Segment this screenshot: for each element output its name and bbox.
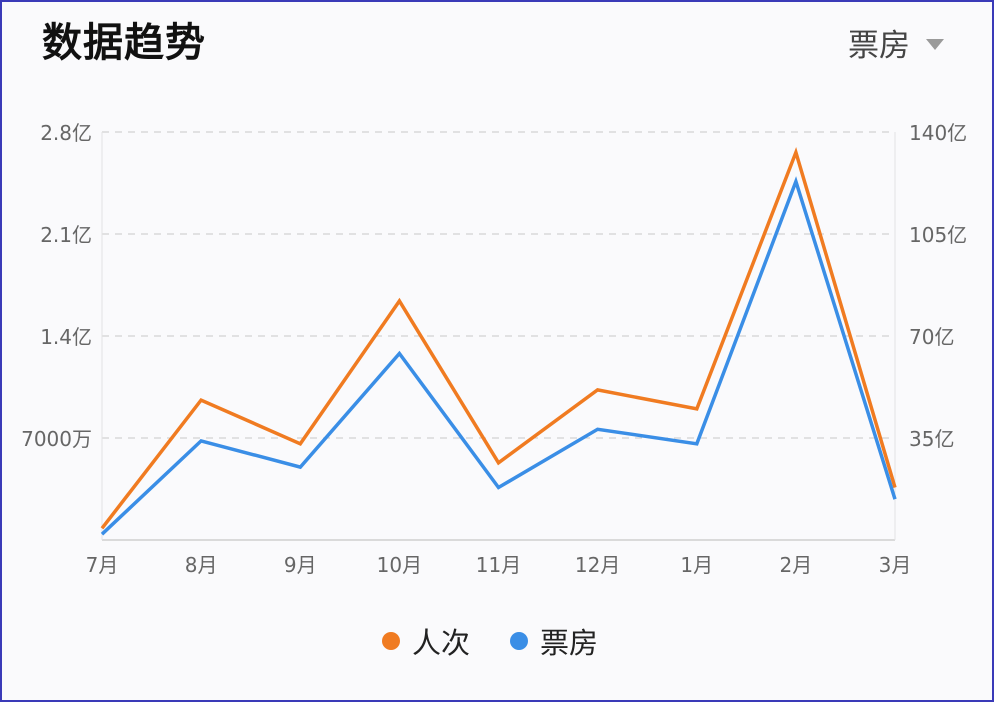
left-tick-label: 2.1亿 — [40, 223, 92, 247]
right-tick-label: 105亿 — [909, 223, 967, 247]
x-tick-label: 11月 — [476, 553, 521, 577]
series-line-piaofang — [100, 176, 897, 536]
left-tick-label: 7000万 — [21, 427, 92, 451]
right-tick-label: 35亿 — [909, 427, 954, 451]
page-title: 数据趋势 — [42, 20, 206, 66]
legend-item-piaofang[interactable]: 票房 — [510, 620, 598, 662]
left-tick-label: 2.8亿 — [40, 121, 92, 145]
x-tick-label: 3月 — [879, 553, 912, 577]
legend-dot-renci — [382, 632, 400, 650]
x-tick-label: 2月 — [780, 553, 813, 577]
x-tick-label: 8月 — [185, 553, 218, 577]
right-tick-label: 70亿 — [909, 325, 954, 349]
left-tick-label: 1.4亿 — [40, 325, 92, 349]
legend-label-piaofang: 票房 — [540, 626, 599, 660]
metric-dropdown-label: 票房 — [848, 28, 910, 64]
x-tick-label: 9月 — [284, 553, 317, 577]
right-tick-label: 140亿 — [909, 121, 967, 145]
x-tick-label: 10月 — [377, 553, 422, 577]
series-line-renci — [100, 146, 897, 530]
chart-legend: 人次 票房 — [382, 620, 638, 662]
legend-dot-piaofang — [510, 632, 529, 650]
legend-label-renci: 人次 — [412, 626, 471, 660]
x-tick-label: 1月 — [680, 553, 713, 577]
legend-item-renci[interactable]: 人次 — [382, 620, 470, 662]
metric-dropdown[interactable]: 票房 — [848, 20, 944, 65]
x-tick-label: 7月 — [86, 553, 119, 577]
x-tick-label: 12月 — [575, 553, 620, 577]
caret-down-icon — [926, 39, 944, 50]
